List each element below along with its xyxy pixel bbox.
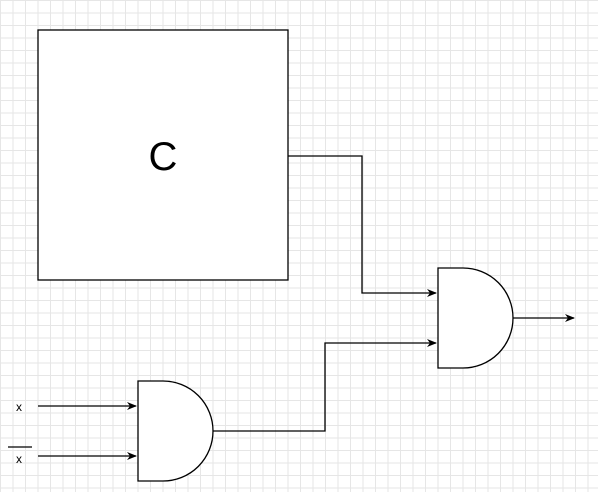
input-x-bar-label: x (16, 452, 22, 466)
block-c-label: C (149, 135, 178, 179)
and-gate-output[interactable] (437, 267, 514, 369)
and-gate-first[interactable] (137, 380, 214, 482)
block-c[interactable] (37, 29, 289, 281)
wire-c-to-and (288, 155, 437, 297)
input-x-label: x (16, 400, 22, 414)
wire-and-to-and (213, 339, 437, 432)
